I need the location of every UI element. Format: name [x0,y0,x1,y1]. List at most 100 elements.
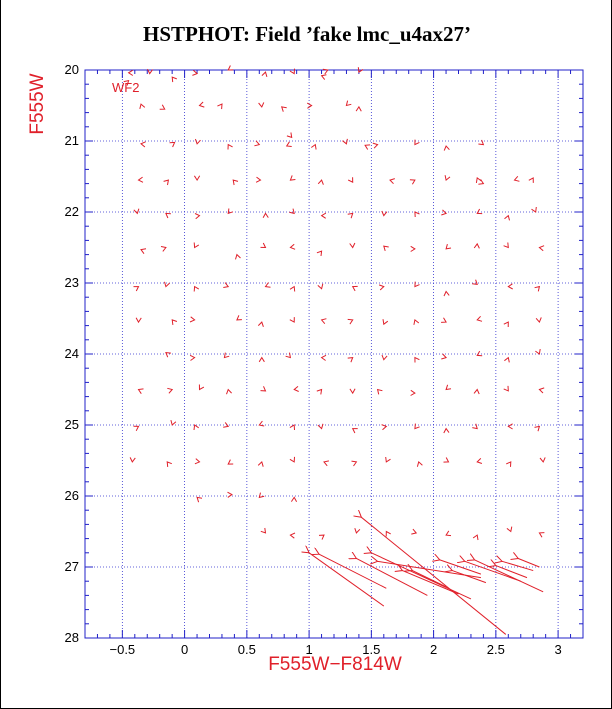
y-tick-label: 23 [65,275,79,290]
long-vector-arrow [496,566,528,579]
vector-marker [443,457,450,463]
vector-marker [478,179,485,185]
vector-marker [323,460,329,467]
vector-marker [475,177,482,183]
vector-marker [280,106,287,112]
vector-marker [261,71,268,78]
long-vector-arrow [309,553,385,607]
y-tick-label: 22 [65,204,79,219]
vector-marker [383,245,389,252]
vector-marker [349,388,356,395]
vector-marker [372,142,379,149]
vector-marker [123,79,130,86]
vector-marker [133,208,140,215]
vector-marker [258,102,265,108]
vector-marker [472,279,478,286]
vector-marker [129,457,136,463]
vector-marker [476,458,483,464]
vector-marker [414,211,420,218]
x-tick-label: 3 [554,642,561,657]
vector-marker [289,456,295,463]
long-vector-arrow [465,561,521,582]
vector-marker [260,527,267,534]
vector-marker [167,387,174,394]
vector-marker [320,74,327,80]
vector-marker [289,208,295,215]
vector-marker [441,353,448,360]
vector-marker [137,388,144,394]
vector-marker [257,321,264,327]
long-vector-arrow [518,558,540,568]
vector-marker [528,177,534,183]
vector-marker [289,317,295,323]
vector-marker [262,212,269,219]
vector-marker [507,283,513,290]
vector-marker [317,423,324,430]
x-tick-label: 0 [181,642,188,657]
vector-marker [320,212,327,219]
vector-marker [364,144,371,150]
vector-marker [414,423,420,430]
vector-marker [264,282,271,288]
vector-marker [531,206,537,213]
vector-marker [226,388,232,395]
panel-label: WF2 [112,80,139,95]
vector-marker [171,76,177,83]
vector-marker [441,317,447,323]
y-tick-label: 21 [65,133,79,148]
vector-marker [260,242,267,249]
vector-marker [322,68,329,75]
vector-marker [293,386,299,392]
long-vector-arrow [412,571,447,588]
vector-marker [260,386,267,392]
vector-marker [127,69,134,76]
vector-marker [411,528,418,535]
vector-marker [196,496,203,503]
axes: −0.5 0 0.5 1 1.5 2 2.5 3 20 21 22 23 24 25 26 27 28 [65,62,584,657]
x-tick-label: 1 [305,642,312,657]
vector-marker [289,424,295,431]
vector-marker [503,385,509,392]
vector-marker [357,67,364,73]
vector-marker [538,532,545,538]
vector-marker [354,528,361,534]
vector-marker [194,213,201,220]
vector-marker [443,290,450,297]
vector-marker [538,387,545,394]
vector-marker [476,315,483,322]
vector-marker [227,65,234,71]
y-tick-label: 28 [65,630,79,645]
vector-marker [538,245,545,252]
vector-marker [342,138,348,145]
long-vector-arrow [356,558,428,596]
vector-marker [193,424,199,431]
vector-marker [189,354,196,361]
vector-marker [135,317,142,324]
vector-marker [170,419,177,426]
vector-marker [227,459,234,465]
vector-marker [289,68,295,75]
vector-marker [381,424,388,431]
vector-marker [290,496,298,503]
vector-marker [165,212,171,219]
y-tick-label: 24 [65,346,79,361]
vector-marker [534,425,541,432]
vector-marker [382,319,389,326]
vector-marker [445,243,452,250]
vector-marker [445,530,452,537]
vector-marker [410,245,416,252]
vector-marker [445,384,452,391]
vector-marker [347,212,354,219]
vector-marker [198,384,205,391]
vector-marker [140,141,146,148]
vector-marker [217,103,223,110]
x-tick-label: −0.5 [110,642,136,657]
vector-marker [534,285,541,292]
vector-marker [473,388,480,395]
vector-marker [193,242,200,249]
long-vector-arrow [371,553,472,600]
vector-marker [160,246,167,252]
vector-marker [385,530,391,537]
vector-marker [194,138,201,145]
vector-marker [137,176,144,183]
